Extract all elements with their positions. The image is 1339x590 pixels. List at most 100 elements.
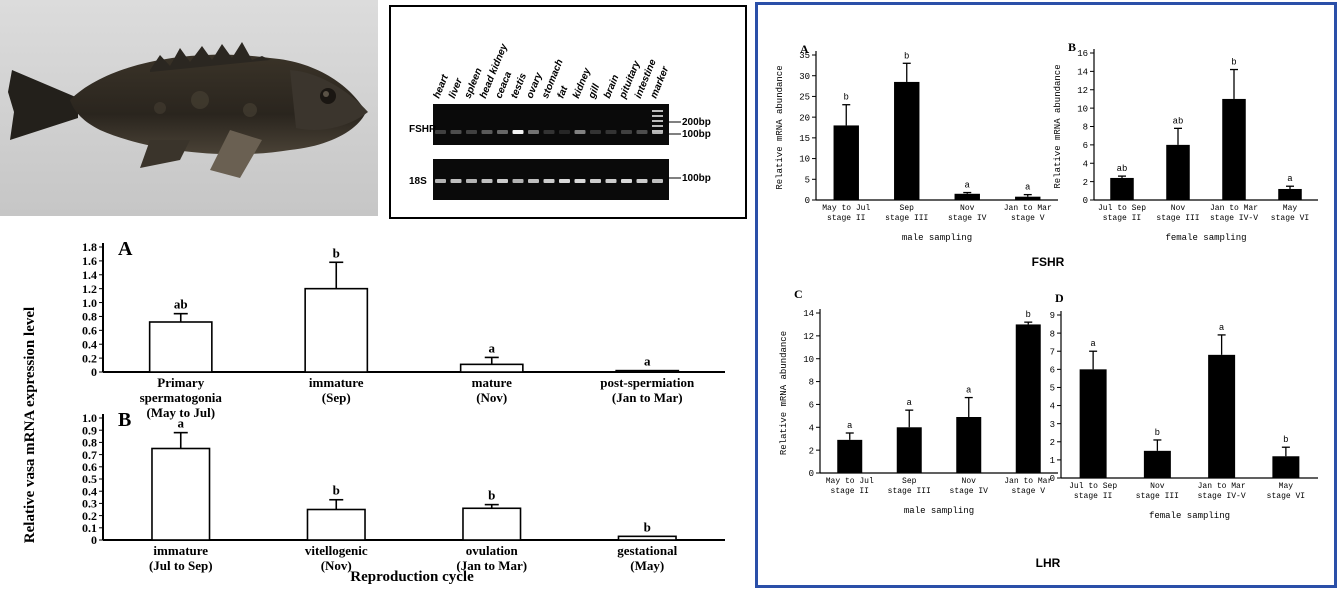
gel-band <box>605 130 617 134</box>
category-label: Primary <box>157 375 204 390</box>
gel-band <box>528 130 539 134</box>
gel-band <box>574 179 586 183</box>
bar <box>1166 144 1190 200</box>
y-tick-label: 1 <box>1050 456 1055 466</box>
y-tick-label: 10 <box>803 355 814 365</box>
significance-letter: a <box>1090 339 1096 349</box>
significance-letter: a <box>847 421 853 431</box>
y-tick-label: 14 <box>803 309 814 319</box>
bar <box>151 447 211 541</box>
lhr-label: LHR <box>1036 556 1061 570</box>
y-tick-label: 6 <box>1083 141 1088 151</box>
gel-band <box>543 130 555 134</box>
category-label: stage II <box>1074 492 1112 501</box>
y-tick-label: 12 <box>803 332 814 342</box>
bar <box>1079 369 1107 478</box>
bar <box>1015 196 1041 200</box>
vasa-chart-a: 00.20.40.60.81.01.21.41.61.8abPrimaryspe… <box>82 238 725 420</box>
gel-band <box>605 179 617 183</box>
bar <box>1222 98 1246 200</box>
significance-letter: a <box>489 340 496 355</box>
category-label: Nov <box>1150 482 1165 491</box>
bar <box>1272 456 1300 478</box>
bar <box>1143 450 1171 478</box>
gel-band <box>574 130 586 134</box>
y-tick-label: 0.2 <box>82 509 97 523</box>
bar <box>1278 188 1302 200</box>
category-label: immature <box>309 375 364 390</box>
y-tick-label: 0 <box>91 533 97 547</box>
fish-photo <box>0 0 378 216</box>
bar <box>462 507 522 541</box>
y-tick-label: 8 <box>1083 123 1088 133</box>
bar <box>1110 177 1134 200</box>
gel-lane-label: fat <box>556 84 571 100</box>
y-tick-label: 6 <box>1050 365 1055 375</box>
y-tick-label: 0.5 <box>82 472 97 486</box>
category-label: (Nov) <box>321 558 352 573</box>
gel-electrophoresis-panel: heart liver spleen head kidney ceaca testis ov… <box>389 5 747 219</box>
y-tick-label: 0.7 <box>82 448 97 462</box>
gel-band <box>497 130 508 134</box>
gel-band <box>559 130 570 134</box>
y-tick-label: 1.2 <box>82 282 97 296</box>
y-tick-label: 15 <box>799 134 810 144</box>
y-tick-label: 0 <box>1083 196 1088 206</box>
category-label: stage VI <box>1267 492 1305 501</box>
category-label: stage III <box>885 214 928 223</box>
y-tick-label: 30 <box>799 72 810 82</box>
significance-letter: a <box>965 181 971 191</box>
category-label: (Jan to Mar) <box>456 558 527 573</box>
category-label: Jul to Sep <box>1098 204 1146 213</box>
y-tick-label: 12 <box>1077 86 1088 96</box>
gel-band <box>512 179 524 183</box>
category-label: Jul to Sep <box>1069 482 1117 491</box>
y-tick-label: 8 <box>809 378 814 388</box>
category-label: stage III <box>1136 492 1179 501</box>
category-label: stage II <box>1103 214 1141 223</box>
gel-band <box>481 179 493 183</box>
significance-letter: ab <box>174 297 188 312</box>
vasa-chart-b: 00.10.20.30.40.50.60.70.80.91.0 a immature… <box>82 409 725 573</box>
y-tick-label: 10 <box>799 155 810 165</box>
gel-marker-label: 100bp <box>682 129 711 140</box>
category-label: (Nov) <box>476 390 507 405</box>
gel-band <box>512 130 524 134</box>
significance-letter: b <box>904 51 909 61</box>
chart-xlabel: male sampling <box>902 233 972 243</box>
gel-band <box>621 179 632 183</box>
y-tick-label: 4 <box>1050 402 1055 412</box>
category-label: May <box>1283 204 1298 213</box>
y-tick-label: 0.6 <box>82 324 97 338</box>
y-tick-label: 0.1 <box>82 521 97 535</box>
y-tick-label: 10 <box>1077 104 1088 114</box>
panel-letter: B <box>118 409 131 431</box>
bar <box>833 125 859 200</box>
category-label: (Jul to Sep) <box>149 558 213 573</box>
gel-lane-label: gill <box>586 82 602 101</box>
category-label: (May) <box>630 558 664 573</box>
category-label: ovulation <box>466 543 519 558</box>
significance-letter: a <box>1287 174 1293 184</box>
gel-band <box>497 179 508 183</box>
significance-letter: b <box>1283 435 1288 445</box>
significance-letter: a <box>1219 323 1225 333</box>
category-label: stage VI <box>1271 214 1309 223</box>
chart-ylabel: Relative mRNA abundance <box>779 331 789 455</box>
y-tick-label: 25 <box>799 93 810 103</box>
y-tick-label: 0.4 <box>82 337 97 351</box>
gel-band <box>590 130 601 134</box>
category-label: stage IV <box>950 487 989 496</box>
bar <box>617 535 677 541</box>
significance-letter: b <box>1026 310 1031 320</box>
gel-row-label: FSHR <box>409 124 437 135</box>
significance-letter: a <box>907 398 913 408</box>
gel-band <box>652 179 663 183</box>
y-tick-label: 5 <box>805 175 810 185</box>
category-label: (Jan to Mar) <box>612 390 683 405</box>
category-label: vitellogenic <box>305 543 368 558</box>
